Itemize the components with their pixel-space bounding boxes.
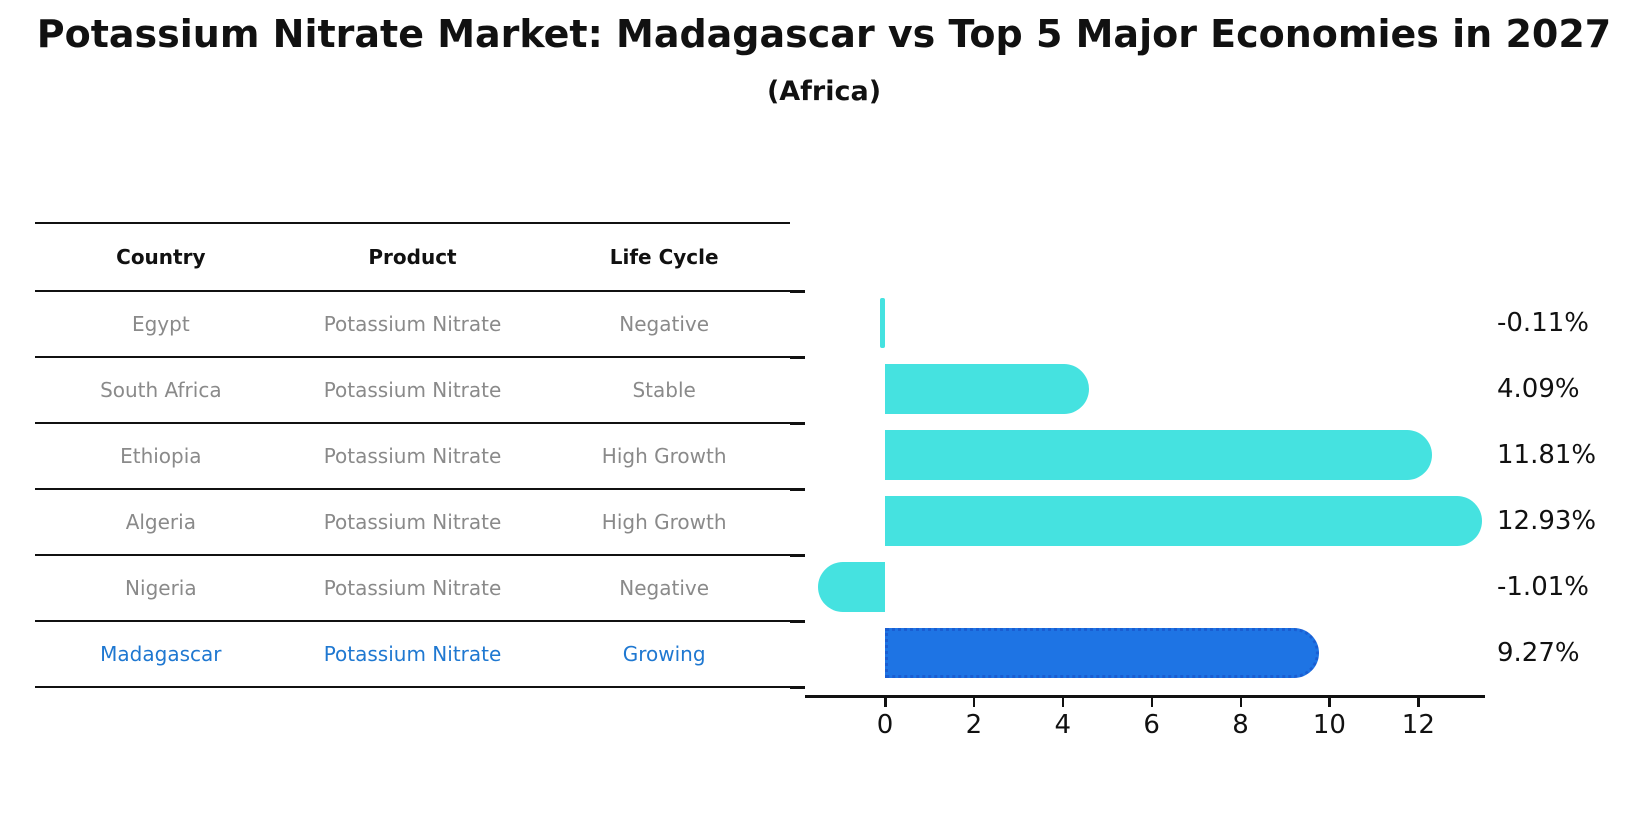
country-table: Country Product Life Cycle Egypt Potassiu… [35, 222, 790, 688]
value-label-egypt: -0.11% [1497, 308, 1589, 338]
column-header-product: Product [368, 244, 457, 269]
x-tick-label-8: 8 [1232, 710, 1249, 740]
x-tick-label-6: 6 [1143, 710, 1160, 740]
bar-madagascar [885, 628, 1319, 678]
product-cell: Potassium Nitrate [323, 443, 502, 468]
table-row-nigeria: Nigeria Potassium Nitrate Negative [35, 556, 790, 622]
x-axis-line [805, 695, 1485, 698]
x-tick-label-2: 2 [965, 710, 983, 740]
y-tick-mark-6 [790, 686, 805, 689]
x-tick-mark-10 [1328, 695, 1331, 707]
bar-egypt [880, 298, 885, 348]
product-cell: Potassium Nitrate [323, 377, 502, 402]
country-cell: Ethiopia [120, 443, 202, 468]
value-label-algeria: 12.93% [1497, 506, 1597, 536]
country-cell: Nigeria [125, 575, 197, 600]
bar-south-africa [885, 364, 1089, 414]
table-header-row: Country Product Life Cycle [35, 222, 790, 292]
column-header-country: Country [116, 244, 206, 269]
life-cycle-cell: High Growth [601, 509, 727, 534]
table-body: Egypt Potassium Nitrate Negative South Afri… [35, 292, 790, 688]
y-tick-mark-3 [790, 488, 805, 491]
bar-algeria [885, 496, 1482, 546]
table-row-south-africa: South Africa Potassium Nitrate Stable [35, 358, 790, 424]
x-tick-mark-12 [1417, 695, 1420, 707]
country-cell: Algeria [125, 509, 196, 534]
bar-ethiopia [885, 430, 1432, 480]
x-tick-mark-2 [972, 695, 976, 707]
chart-title: Potassium Nitrate Market: Madagascar vs … [36, 12, 1612, 56]
y-tick-mark-5 [790, 620, 805, 623]
life-cycle-cell: High Growth [601, 443, 727, 468]
bar-plot-area: 0 2 4 6 8 10 12 [790, 222, 1485, 740]
table-row-egypt: Egypt Potassium Nitrate Negative [35, 292, 790, 358]
value-label-madagascar: 9.27% [1497, 638, 1580, 668]
life-cycle-cell: Growing [622, 641, 706, 666]
x-tick-mark-0 [884, 695, 887, 707]
life-cycle-cell: Stable [632, 377, 696, 402]
table-row-madagascar: Madagascar Potassium Nitrate Growing [35, 622, 790, 688]
table-row-algeria: Algeria Potassium Nitrate High Growth [35, 490, 790, 556]
product-cell: Potassium Nitrate [323, 641, 502, 666]
product-cell: Potassium Nitrate [323, 509, 502, 534]
y-tick-mark-4 [790, 554, 805, 557]
country-cell: Egypt [131, 311, 190, 336]
country-cell: South Africa [100, 377, 222, 402]
x-tick-label-10: 10 [1312, 710, 1346, 740]
value-label-ethiopia: 11.81% [1497, 440, 1597, 470]
x-tick-label-12: 12 [1401, 710, 1435, 740]
life-cycle-cell: Negative [619, 311, 710, 336]
y-tick-mark-2 [790, 422, 805, 425]
life-cycle-cell: Negative [619, 575, 710, 600]
column-header-life-cycle: Life Cycle [609, 244, 719, 269]
country-cell: Madagascar [100, 641, 222, 666]
x-tick-label-4: 4 [1054, 710, 1072, 740]
table-row-ethiopia: Ethiopia Potassium Nitrate High Growth [35, 424, 790, 490]
x-tick-mark-4 [1061, 695, 1065, 707]
value-label-south-africa: 4.09% [1497, 374, 1580, 404]
value-label-nigeria: -1.01% [1497, 572, 1589, 602]
chart-subtitle: (Africa) [766, 76, 882, 107]
y-tick-mark-0 [790, 290, 805, 293]
bar-nigeria [818, 562, 885, 612]
product-cell: Potassium Nitrate [323, 575, 502, 600]
y-tick-mark-1 [790, 356, 805, 359]
product-cell: Potassium Nitrate [323, 311, 502, 336]
x-tick-mark-6 [1150, 695, 1154, 707]
x-tick-mark-8 [1239, 695, 1243, 707]
x-tick-label-0: 0 [876, 710, 894, 740]
